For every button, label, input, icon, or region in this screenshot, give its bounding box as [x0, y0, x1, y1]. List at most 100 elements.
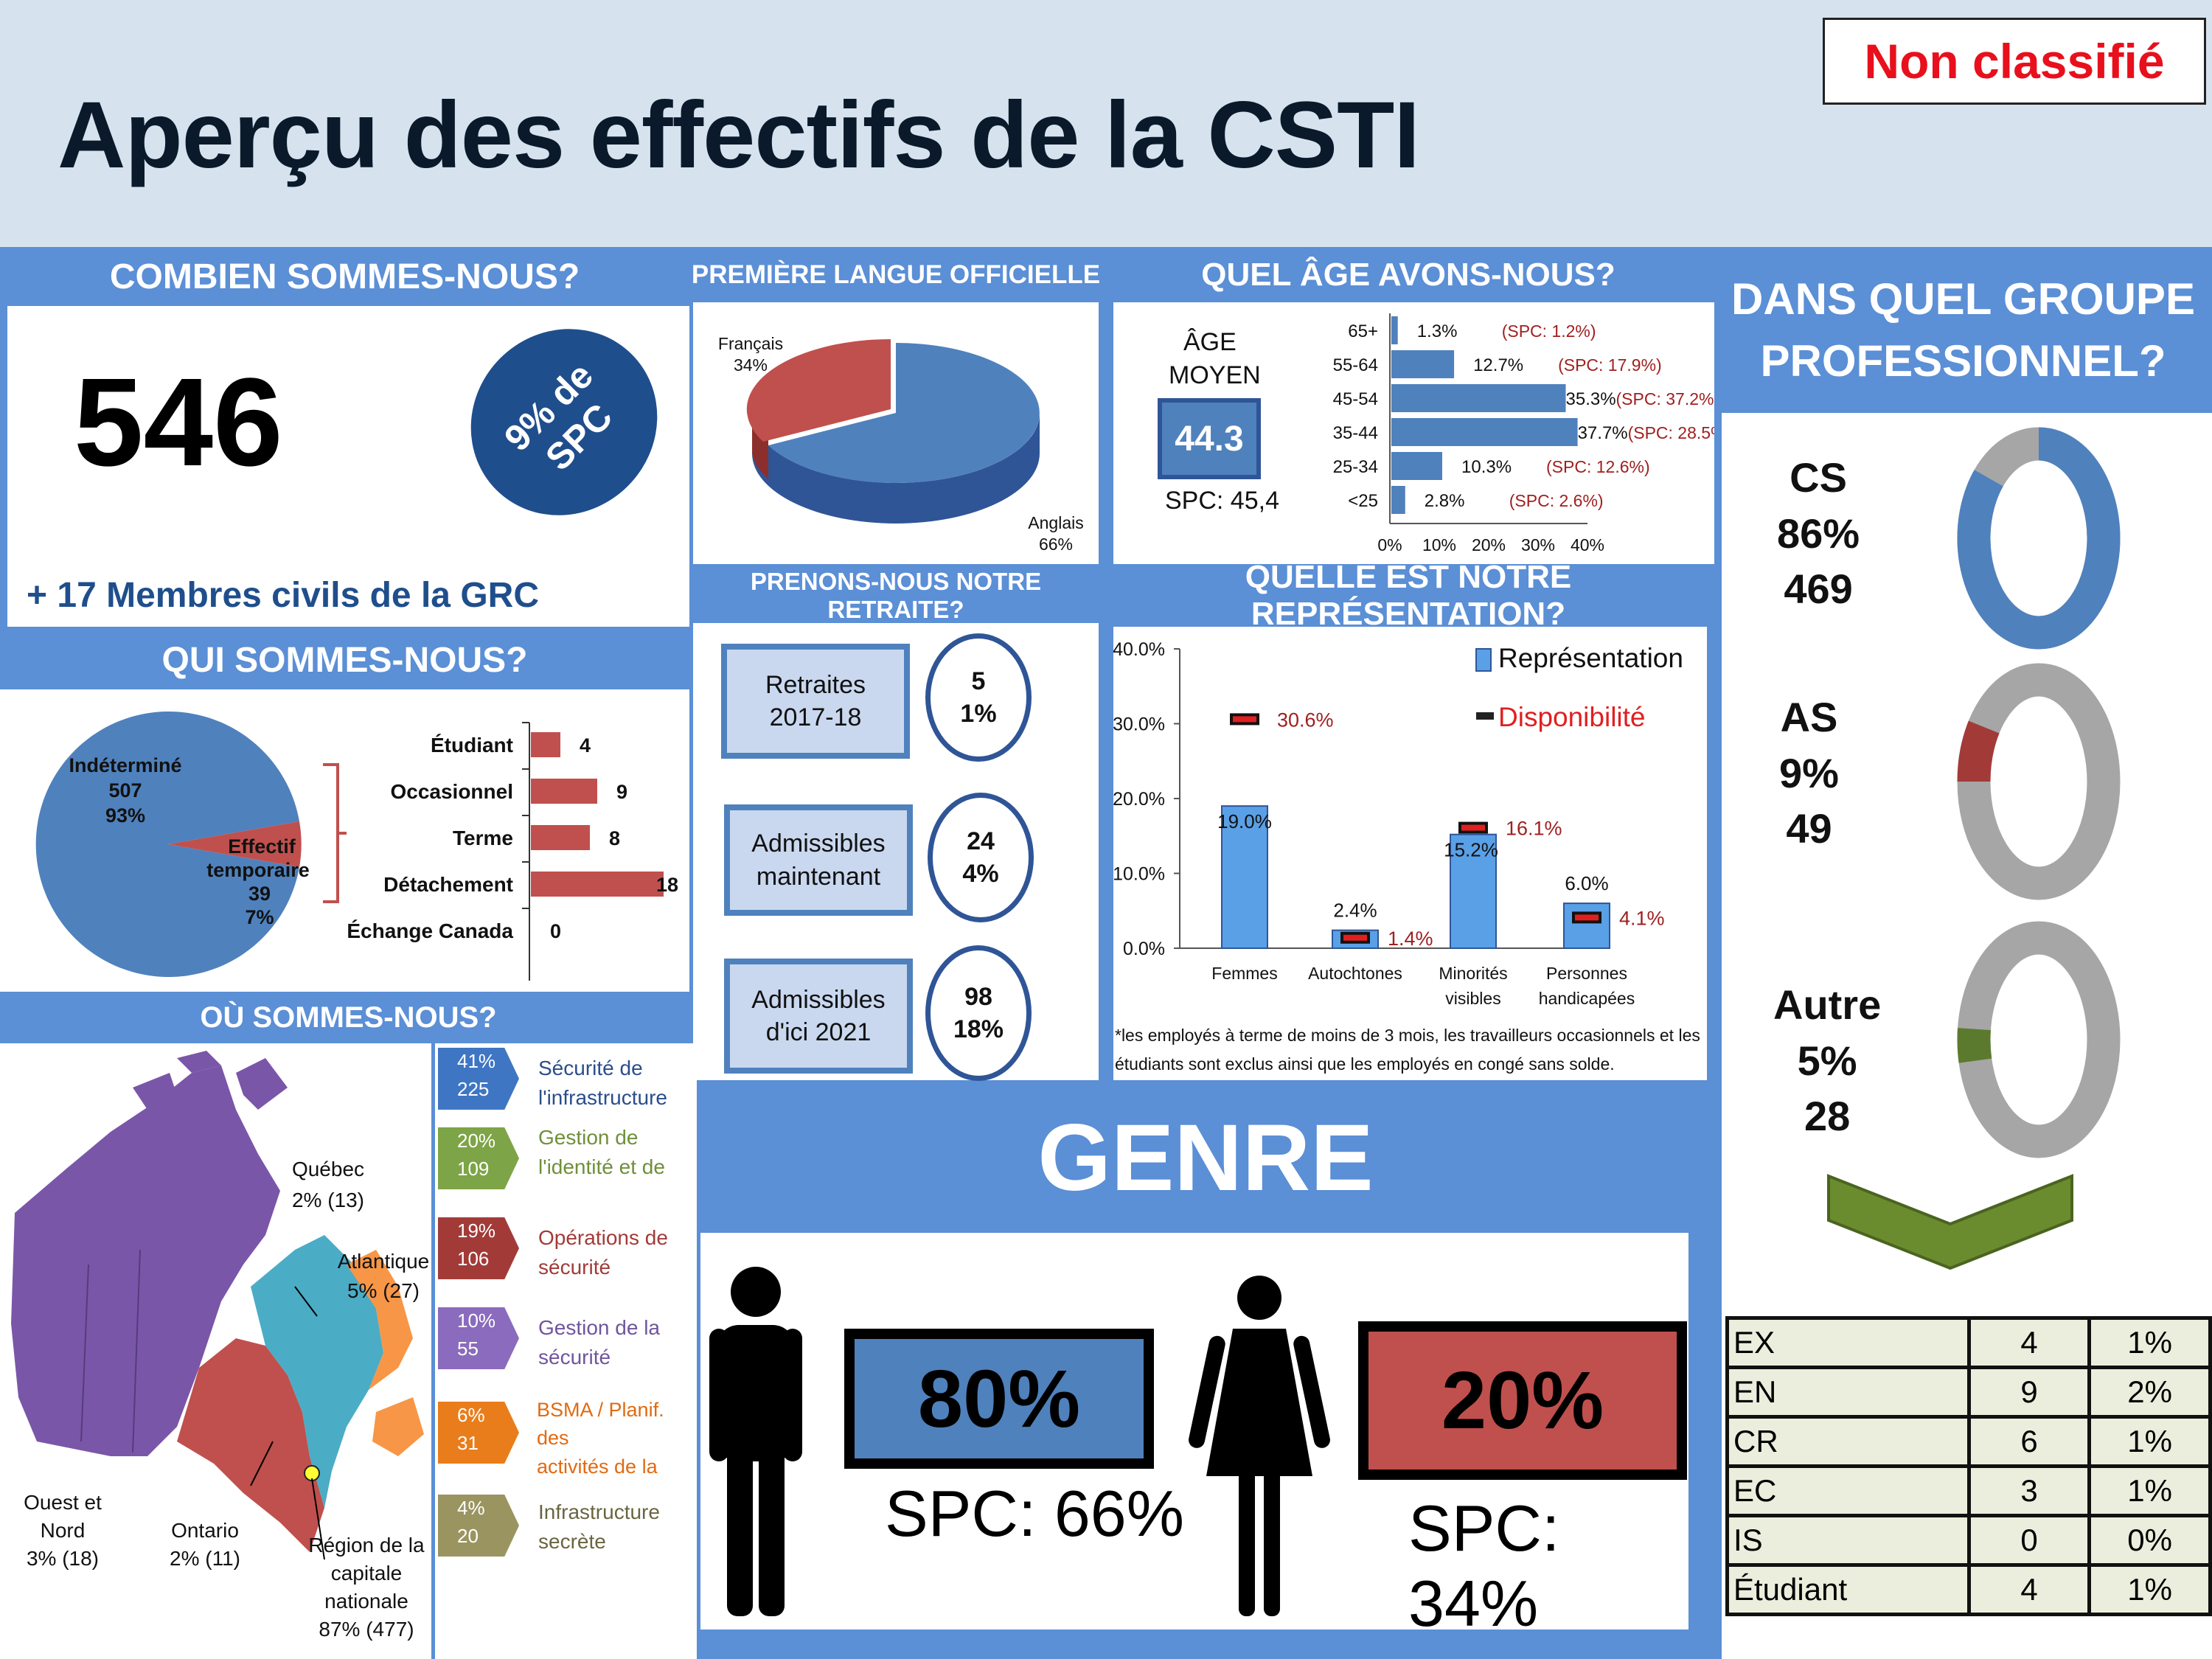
langue-slice-anglais [768, 343, 1040, 483]
branch-arrow-3: 10% 55 [438, 1307, 519, 1369]
representation-chart: 0.0% 10.0% 20.0% 30.0% 40.0% 19.0% 30.6% Femmes… [1113, 639, 1683, 1008]
groupe-donuts [1827, 427, 2121, 1270]
legend-swatch-representation [1475, 648, 1492, 672]
repr-bar-value: 6.0% [1565, 872, 1608, 894]
retraite-label-0: Retraites 2017-18 [721, 644, 910, 759]
age-bar-value: 12.7% [1473, 355, 1523, 375]
classification-label: Non classifié [1864, 34, 2165, 88]
map-lines [80, 1264, 89, 1442]
repr-ytick: 40.0% [1113, 639, 1165, 660]
branch-count: 225 [457, 1077, 490, 1100]
groupe-heading: DANS QUEL GROUPE PROFESSIONNEL? [1714, 247, 2212, 413]
temporaire-bracket [323, 763, 347, 903]
map-region-ontario [177, 1338, 324, 1552]
retraite-label-2: Admissibles d'ici 2021 [724, 959, 913, 1074]
pie-value-indetermine: 507 [108, 779, 142, 801]
pie-pct-temporaire: 7% [245, 906, 274, 928]
occ-table-row: EN 9 2% [1725, 1366, 2212, 1419]
dispo-marker-fill [1461, 824, 1485, 831]
occ-table-cell: IS [1725, 1514, 1971, 1567]
repr-bar [1450, 833, 1497, 949]
dispo-value: 30.6% [1277, 709, 1334, 731]
branch-count: 20 [457, 1524, 479, 1547]
repr-category-label: Femmes [1211, 964, 1277, 983]
qui-bar-value: 0 [550, 920, 561, 942]
qui-bar-chart: Étudiant 4 Occasionnel 9 Terme 8 Détachement 18… [347, 722, 678, 981]
gender-icons [709, 1267, 1330, 1616]
age-category-label: 45-54 [1333, 389, 1378, 409]
qui-bar-label: Terme [453, 827, 513, 849]
region-atlantique-name: Atlantique [338, 1250, 430, 1273]
age-spc-annotation: (SPC: 28.5%) [1628, 423, 1714, 442]
qui-panel: Indéterminé 507 93% Effectif temporaire … [0, 689, 689, 992]
age-bar [1391, 350, 1455, 378]
langue-anglais-pct: 66% [1039, 535, 1073, 554]
region-ontario-value: 2% (11) [170, 1547, 240, 1570]
legend-representation: Représentation [1498, 643, 1683, 673]
region-ouest-name-1: Ouest et [24, 1491, 102, 1514]
occ-table-row: IS 0 0% [1725, 1514, 2212, 1567]
langue-slice-francais [746, 338, 891, 442]
langue-francais-pct: 34% [734, 355, 768, 375]
region-ouest-name-2: Nord [41, 1519, 86, 1542]
occ-table-row: EC 3 1% [1725, 1464, 2212, 1517]
ou-heading: OÙ SOMMES-NOUS? [0, 992, 697, 1043]
age-panel: ÂGE MOYEN 44.3 SPC: 45,4 65+ 1.3% (SPC: 1.… [1113, 302, 1714, 564]
age-bar [1391, 486, 1405, 514]
qui-chart: Indéterminé 507 93% Effectif temporaire … [35, 712, 678, 981]
dispo-marker-fill [1575, 914, 1599, 921]
occ-table-cell: EN [1725, 1366, 1971, 1419]
occ-table-cell: 2% [2087, 1366, 2212, 1419]
dispo-marker-fill [1233, 716, 1256, 723]
age-category-label: <25 [1348, 491, 1378, 511]
branch-count: 55 [457, 1337, 479, 1360]
branch-pct: 20% [457, 1130, 496, 1152]
qui-bar [531, 732, 560, 757]
men-pct: 80% [917, 1353, 1081, 1444]
retraite-circle-1: 24 4% [928, 793, 1034, 922]
pie-slice-temporaire [168, 821, 302, 867]
pie-label-indetermine: Indéterminé [69, 754, 181, 776]
repr-category-label: Personnes [1546, 964, 1627, 983]
age-label-1: ÂGE [1183, 328, 1237, 356]
age-bar-value: 2.8% [1425, 491, 1465, 511]
age-heading: QUEL ÂGE AVONS-NOUS? [1102, 247, 1714, 302]
age-average-box: 44.3 [1158, 398, 1261, 479]
retraite-circle-0: 5 1% [925, 633, 1032, 762]
repr-category-label: handicapées [1539, 989, 1635, 1008]
region-atlantique-value: 5% (27) [347, 1279, 420, 1302]
pie-value-temporaire: 39 [248, 883, 271, 905]
branch-label-3: Gestion de la sécurité [538, 1316, 660, 1368]
branch-count: 109 [457, 1157, 490, 1180]
women-pct-fill: 20% [1368, 1332, 1677, 1470]
donut-segment [1957, 1028, 1992, 1063]
dispo-value: 1.4% [1388, 928, 1433, 950]
genre-heading: GENRE [1037, 1105, 1374, 1211]
groupe-table-panel: EX 4 1% EN 9 2% CR 6 1% EC 3 1% IS 0 0% Étudiant 4 1% [1722, 1309, 2212, 1659]
men-pct-fill: 80% [855, 1339, 1144, 1458]
repr-bar-value: 2.4% [1333, 900, 1377, 922]
age-bar [1391, 452, 1443, 480]
occ-table-row: CR 6 1% [1725, 1415, 2212, 1468]
age-bar-value: 35.3% [1566, 389, 1616, 409]
age-category-label: 55-64 [1333, 355, 1378, 375]
group-autre-label: Autre 5% 28 [1773, 981, 1882, 1140]
age-bar-value: 37.7% [1578, 423, 1628, 443]
age-bar [1391, 418, 1578, 446]
age-spc-annotation: (SPC: 17.9%) [1558, 355, 1662, 375]
women-spc: SPC: 34% [1408, 1492, 1560, 1640]
age-category-label: 35-44 [1333, 423, 1378, 443]
branch-label-1: Gestion de l'identité et de [538, 1126, 665, 1178]
branch-arrow-4: 6% 31 [438, 1402, 519, 1464]
occ-table-row: EX 4 1% [1725, 1316, 2212, 1369]
qui-bar [531, 872, 664, 897]
age-bars: 65+ 1.3% (SPC: 1.2%) 55-64 12.7% (SPC: 17.9%)… [1333, 313, 1714, 554]
map-arctic-islands [133, 1051, 288, 1110]
combien-panel: 546 9% de SPC + 17 Membres civils de la … [7, 290, 696, 627]
women-pct-box: 20% [1358, 1321, 1687, 1480]
branches-panel: 41% 225 Sécurité de l'infrastructure 20% 10… [435, 1043, 697, 1659]
region-ontario-name: Ontario [171, 1519, 239, 1542]
branch-pct: 6% [457, 1404, 485, 1426]
chevron-down-icon [1827, 1174, 2073, 1270]
repr-ytick: 10.0% [1113, 864, 1165, 885]
